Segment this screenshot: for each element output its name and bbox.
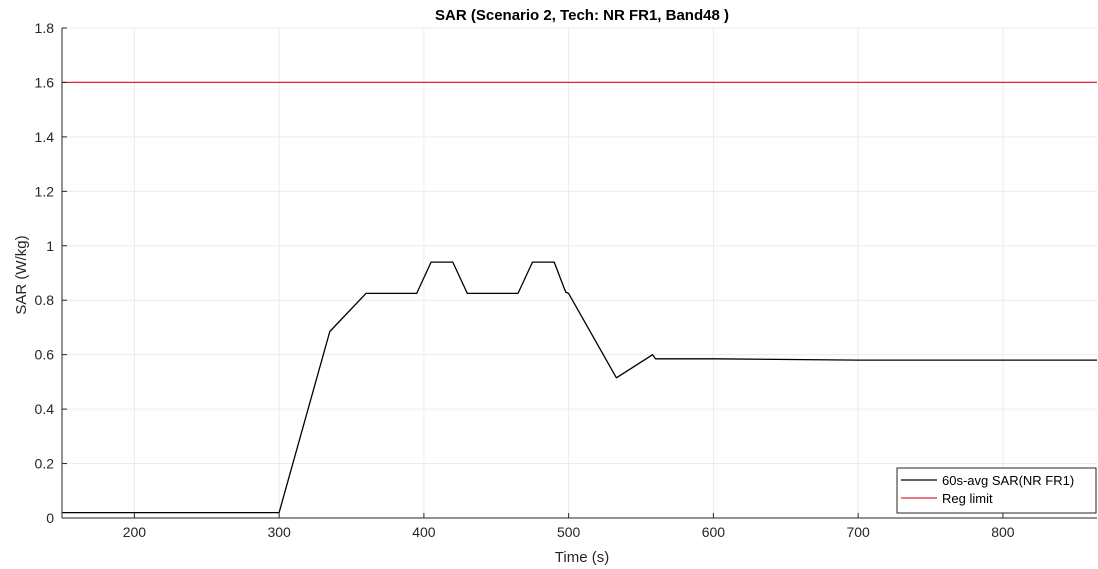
x-tick-label: 400 [412, 524, 436, 540]
y-tick-label: 1.2 [35, 183, 55, 199]
series-line-avg-sar [62, 261, 1097, 514]
chart-title: SAR (Scenario 2, Tech: NR FR1, Band48 ) [435, 7, 729, 24]
x-tick-label: 800 [991, 524, 1015, 540]
y-tick-label: 0.6 [35, 347, 55, 363]
x-tick-label: 500 [557, 524, 581, 540]
y-tick-label: 0.8 [35, 292, 55, 308]
y-tick-label: 0.4 [35, 401, 55, 417]
legend-box [896, 467, 1097, 514]
y-tick-label: 1.4 [35, 129, 55, 145]
y-tick-label: 1.6 [35, 74, 55, 90]
legend-label-avg-sar: 60s-avg SAR(NR FR1) [942, 473, 1074, 488]
x-tick-label: 600 [702, 524, 726, 540]
y-tick-label: 1.8 [35, 20, 55, 36]
y-tick-label: 0 [46, 510, 54, 526]
x-tick-label: 300 [267, 524, 291, 540]
x-tick-label: 700 [846, 524, 870, 540]
legend: 60s-avg SAR(NR FR1) Reg limit [896, 467, 1097, 514]
x-tick-label: 200 [123, 524, 147, 540]
y-tick-label: 0.2 [35, 456, 55, 472]
y-tick-label: 1 [46, 238, 54, 254]
y-axis-label: SAR (W/kg) [13, 235, 30, 314]
axes [61, 27, 1097, 519]
tick-labels: 200 300 400 500 600 700 800 0 0.2 0.4 0.6 0.8 1 1.2 1.… [35, 20, 1015, 540]
series-lines [62, 81, 1097, 514]
x-axis-label: Time (s) [555, 549, 609, 566]
legend-label-reg-limit: Reg limit [942, 491, 993, 506]
